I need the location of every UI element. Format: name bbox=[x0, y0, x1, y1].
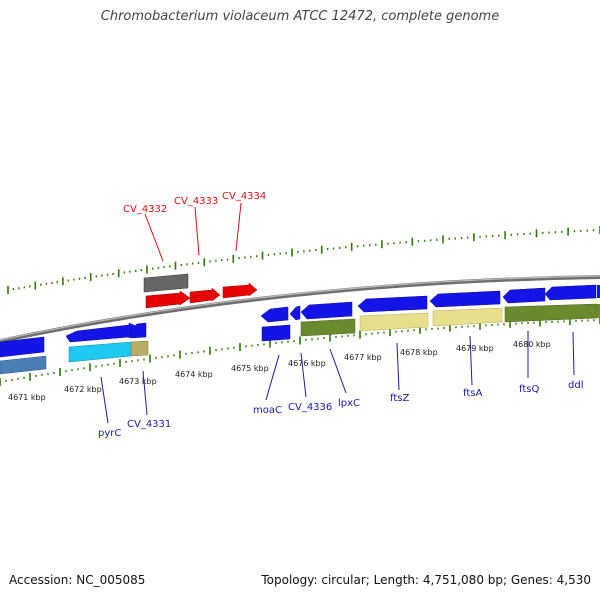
rna-arrow-CV_4334[interactable] bbox=[222, 282, 258, 299]
cds-ftsZ[interactable] bbox=[359, 312, 429, 332]
red-label-leaders bbox=[144, 202, 242, 262]
blue-label-leaders bbox=[100, 331, 575, 424]
cds-moaC[interactable] bbox=[261, 324, 291, 342]
gene-label-lpxC[interactable]: lpxC bbox=[338, 398, 360, 409]
kbp-label: 4676 kbp bbox=[288, 359, 326, 368]
kbp-label: 4672 kbp bbox=[64, 385, 102, 394]
accession-text: Accession: NC_005085 bbox=[9, 573, 146, 587]
cds-right-partial[interactable] bbox=[597, 304, 600, 318]
gene-label-ftsA[interactable]: ftsA bbox=[463, 388, 482, 399]
gene-label-CV_4332[interactable]: CV_4332 bbox=[123, 204, 167, 215]
gene-label-moaC[interactable]: moaC bbox=[253, 405, 282, 416]
cds-pyrC[interactable] bbox=[68, 341, 132, 363]
kbp-label: 4677 kbp bbox=[344, 353, 382, 362]
outer-tick-ring bbox=[7, 226, 600, 294]
gene-arrow-ftsA[interactable] bbox=[429, 290, 501, 308]
pseudo-grey-feature[interactable] bbox=[143, 273, 189, 293]
gene-label-CV_4333[interactable]: CV_4333 bbox=[174, 196, 218, 207]
gene-arrow-ddl[interactable] bbox=[544, 284, 597, 301]
genome-title: Chromobacterium violaceum ATCC 12472, co… bbox=[100, 9, 500, 24]
kbp-label: 4671 kbp bbox=[8, 393, 46, 402]
genome-summary-text: Topology: circular; Length: 4,751,080 bp… bbox=[261, 573, 591, 587]
kbp-label: 4679 kbp bbox=[456, 344, 494, 353]
kbp-label: 4675 kbp bbox=[231, 364, 269, 373]
gene-label-pyrC[interactable]: pyrC bbox=[98, 428, 121, 439]
gene-arrow-lpxC[interactable] bbox=[300, 301, 353, 320]
gene-label-CV_4334[interactable]: CV_4334 bbox=[222, 191, 266, 202]
gene-arrow-CV_4331[interactable] bbox=[130, 322, 147, 339]
gene-arrow-left-partial[interactable] bbox=[0, 336, 45, 358]
gene-label-CV_4336[interactable]: CV_4336 bbox=[288, 402, 332, 413]
cds-steel-left-partial[interactable] bbox=[0, 355, 47, 375]
rna-arrow-CV_4332[interactable] bbox=[145, 290, 191, 309]
kbp-label: 4673 kbp bbox=[119, 377, 157, 386]
cds-ftsQ-ddl[interactable] bbox=[504, 303, 598, 323]
gene-label-ftsQ[interactable]: ftsQ bbox=[519, 384, 539, 395]
kbp-label: 4674 kbp bbox=[175, 370, 213, 379]
genome-backbone-highlight bbox=[0, 275, 600, 341]
cds-ftsA[interactable] bbox=[432, 307, 503, 327]
kbp-label: 4678 kbp bbox=[400, 348, 438, 357]
gene-arrow-CV_4336[interactable] bbox=[289, 305, 301, 321]
genome-backbone bbox=[0, 275, 600, 343]
gene-label-ftsZ[interactable]: ftsZ bbox=[390, 393, 409, 404]
gene-label-ddl[interactable]: ddl bbox=[568, 380, 583, 391]
gene-arrow-pyrC[interactable] bbox=[65, 322, 146, 343]
gene-arrow-moaC[interactable] bbox=[260, 306, 289, 323]
cds-lpxC[interactable] bbox=[300, 318, 356, 337]
cds-CV_4331[interactable] bbox=[130, 340, 149, 357]
gene-arrow-ftsQ[interactable] bbox=[502, 287, 546, 304]
gene-arrow-ftsZ[interactable] bbox=[357, 295, 428, 313]
rna-arrow-CV_4333[interactable] bbox=[189, 287, 221, 304]
kbp-label: 4680 kbp bbox=[513, 340, 551, 349]
inner-tick-ring bbox=[0, 316, 600, 386]
gene-label-CV_4331[interactable]: CV_4331 bbox=[127, 419, 171, 430]
gene-arrow-right-partial[interactable] bbox=[597, 285, 600, 298]
